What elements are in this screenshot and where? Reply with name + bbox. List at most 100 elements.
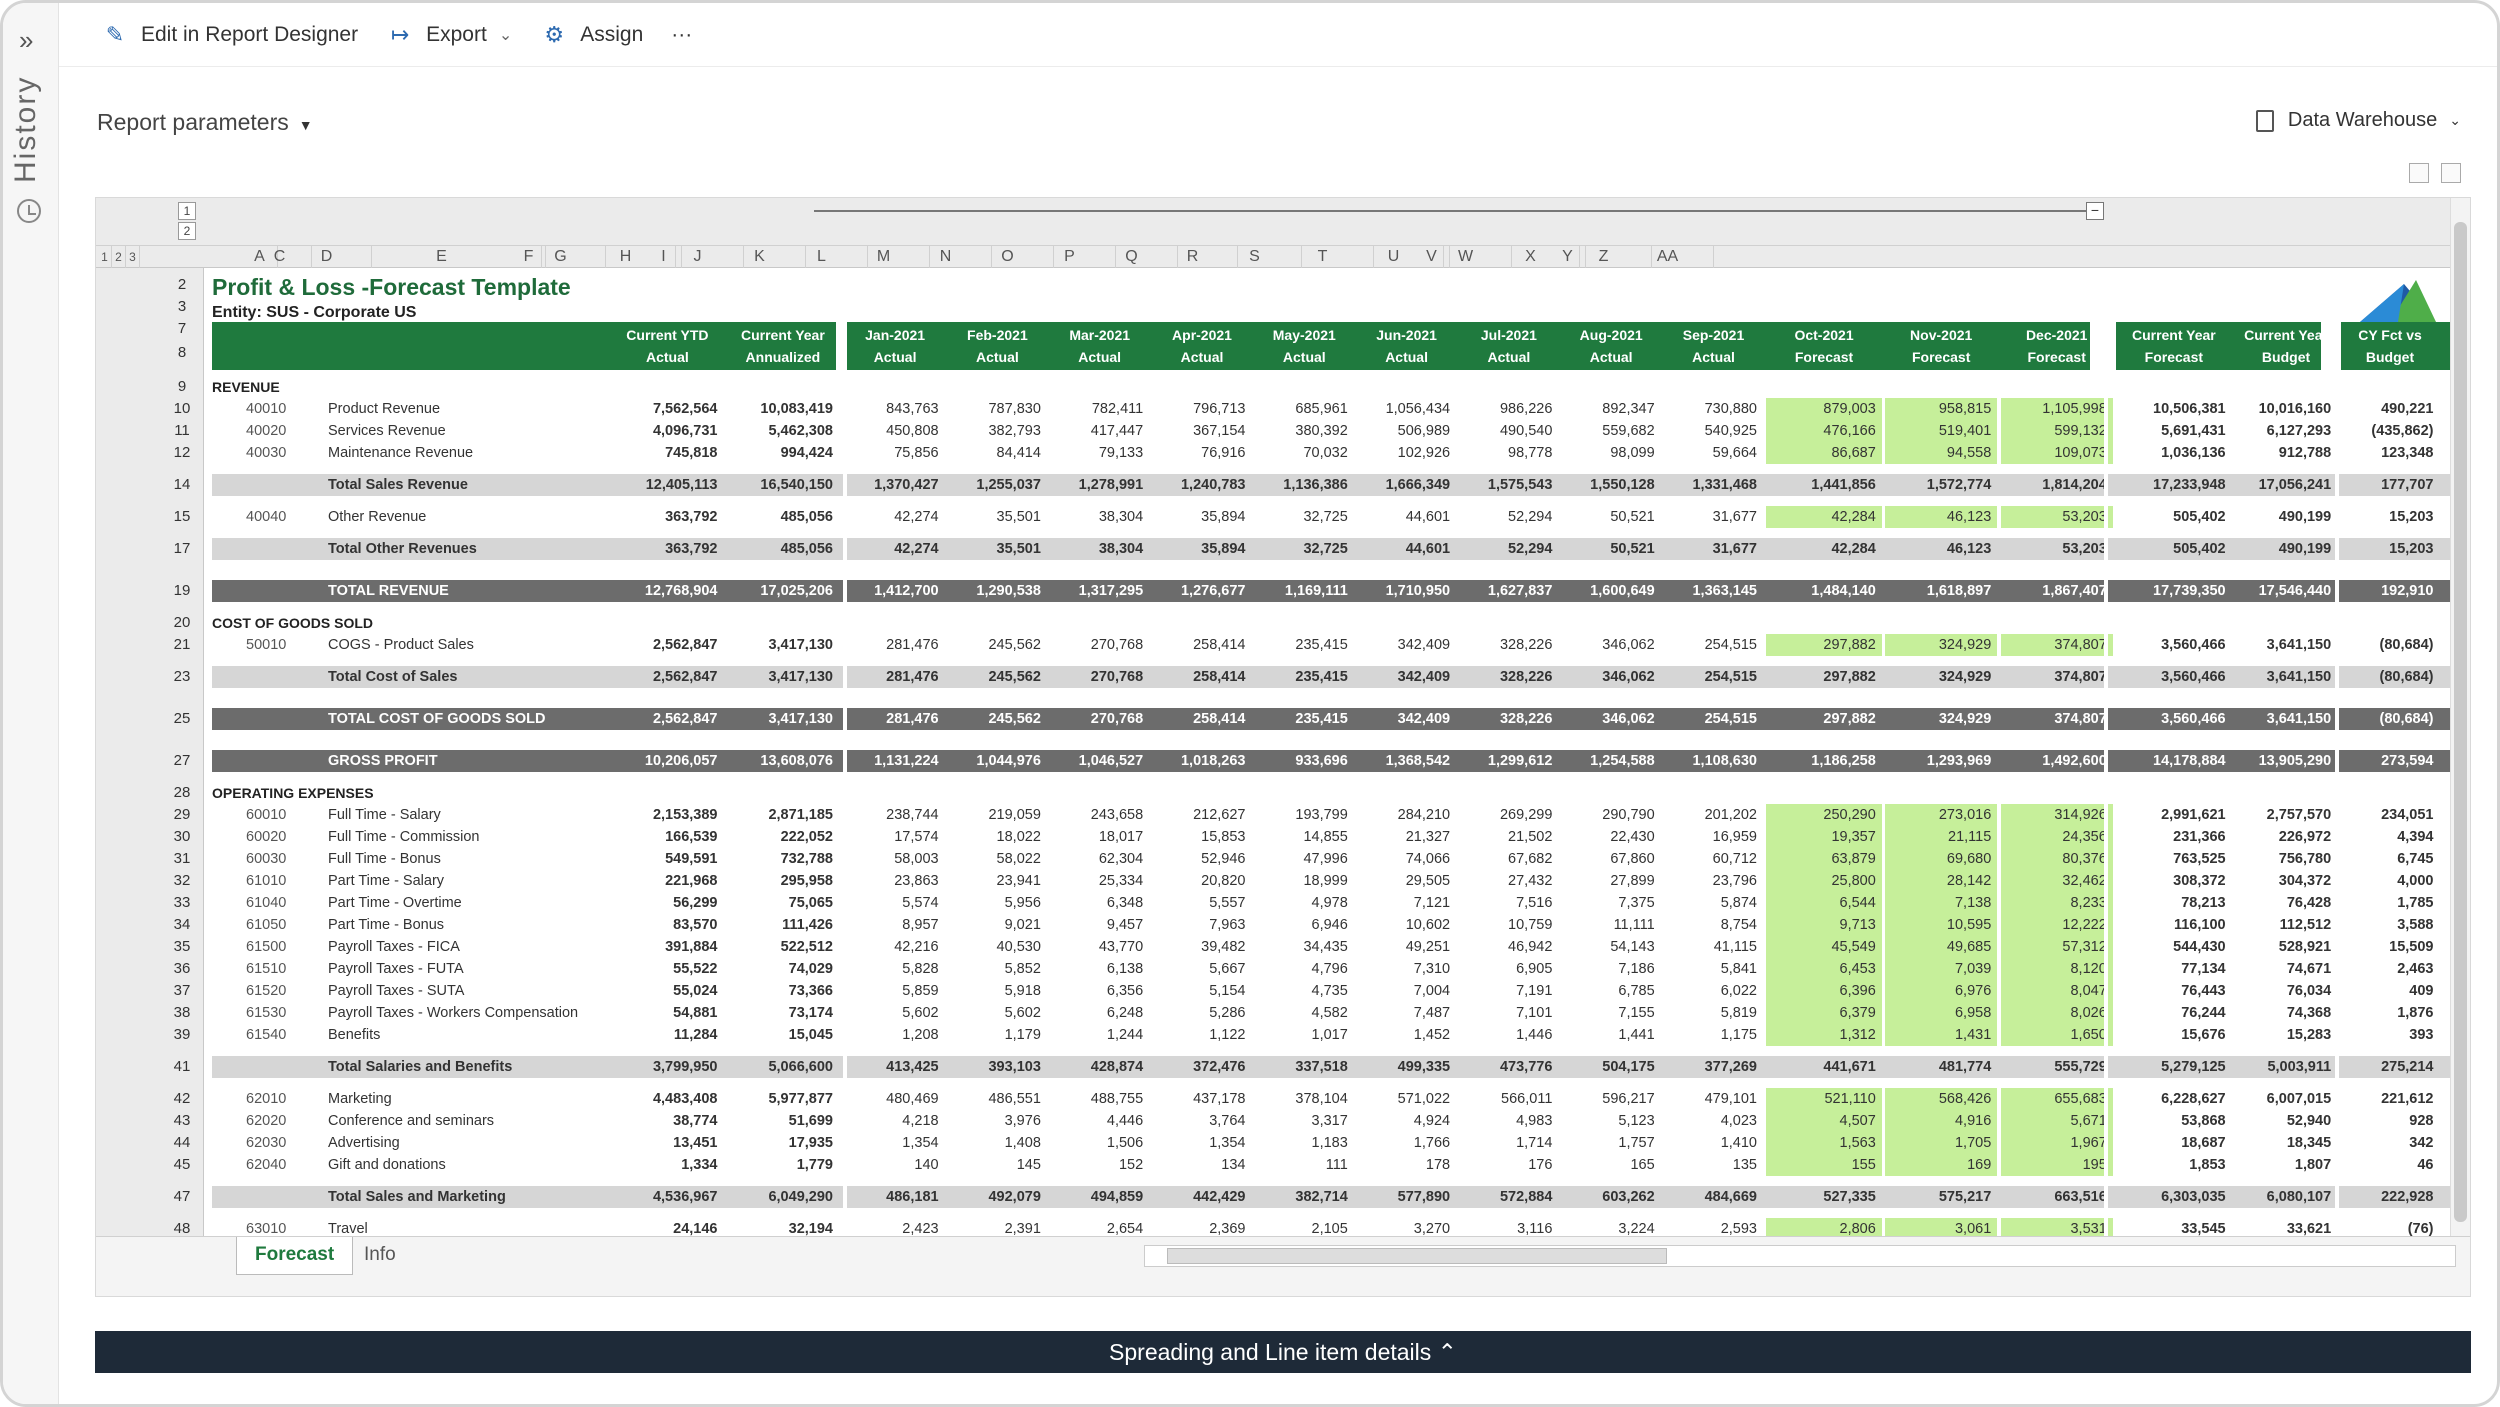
value-cell[interactable]: 75,065 [788, 895, 833, 911]
value-cell[interactable]: 3,799,950 [652, 1059, 718, 1075]
value-cell[interactable]: 484,669 [1704, 1189, 1757, 1205]
value-cell[interactable]: 55,522 [673, 961, 718, 977]
value-cell[interactable]: 730,880 [1704, 401, 1757, 417]
value-cell[interactable]: 8,120 [2000, 958, 2113, 980]
value-cell[interactable]: 15,676 [2181, 1027, 2226, 1043]
value-cell[interactable]: 77,134 [2181, 961, 2226, 977]
row-number[interactable]: 11 [174, 422, 190, 439]
value-cell[interactable]: 324,929 [1938, 711, 1992, 727]
value-cell[interactable]: 49,251 [1405, 939, 1451, 955]
value-cell[interactable]: 17,025,206 [760, 583, 833, 599]
value-cell[interactable]: 685,961 [1295, 401, 1348, 417]
value-cell[interactable]: 1,179 [1004, 1027, 1041, 1043]
value-cell[interactable]: 1,354 [1209, 1135, 1246, 1151]
value-cell[interactable]: 1,710,950 [1385, 583, 1451, 599]
value-cell[interactable]: 2,562,847 [652, 669, 718, 685]
value-cell[interactable]: 44,601 [1405, 509, 1451, 525]
line-item-details-bar[interactable]: Spreading and Line item details ⌃ [95, 1331, 2471, 1373]
value-cell[interactable]: 18,687 [2181, 1135, 2226, 1151]
value-cell[interactable]: 577,890 [1397, 1189, 1451, 1205]
value-cell[interactable]: 59,664 [1712, 445, 1757, 461]
value-cell[interactable]: 135 [1732, 1157, 1757, 1173]
value-cell[interactable]: 15,509 [2389, 939, 2434, 955]
row-number[interactable]: 17 [173, 540, 191, 557]
row-number[interactable]: 33 [173, 894, 191, 911]
table-row[interactable]: 40040 Other Revenue 363,792 485,056 42,274 35… [212, 506, 2450, 528]
row-number[interactable]: 47 [173, 1188, 191, 1205]
value-cell[interactable]: 5,574 [902, 895, 939, 911]
value-cell[interactable]: 102,926 [1397, 445, 1451, 461]
value-cell[interactable]: 24,356 [2000, 826, 2113, 848]
value-cell[interactable]: 13,905,290 [2258, 753, 2332, 769]
value-cell[interactable]: 5,956 [1004, 895, 1041, 911]
value-cell[interactable]: 7,310 [1413, 961, 1451, 977]
value-cell[interactable]: 1,714 [1516, 1135, 1553, 1151]
value-cell[interactable]: 6,080,107 [2266, 1189, 2332, 1205]
value-cell[interactable]: 145 [1016, 1157, 1041, 1173]
column-letter[interactable]: A [242, 246, 278, 268]
value-cell[interactable]: 46,942 [1508, 939, 1553, 955]
row-number[interactable]: 31 [173, 850, 191, 867]
value-cell[interactable]: 4,536,967 [652, 1189, 718, 1205]
value-cell[interactable]: 568,426 [1885, 1088, 1998, 1110]
value-cell[interactable]: 442,429 [1193, 1189, 1246, 1205]
value-cell[interactable]: 52,940 [2286, 1113, 2332, 1129]
value-cell[interactable]: 544,430 [2173, 939, 2226, 955]
value-cell[interactable]: 490,199 [2278, 541, 2332, 557]
value-cell[interactable]: 3,417,130 [768, 637, 833, 653]
outline-level-button[interactable]: 2 [178, 222, 196, 240]
tab-info[interactable]: Info [364, 1244, 396, 1265]
value-cell[interactable]: 476,166 [1766, 420, 1882, 442]
value-cell[interactable]: 275,214 [2381, 1059, 2434, 1075]
value-cell[interactable]: 46,123 [1885, 506, 1998, 528]
value-cell[interactable]: (80,684) [2379, 669, 2434, 685]
value-cell[interactable]: 1,431 [1885, 1024, 1998, 1046]
value-cell[interactable]: 540,925 [1704, 423, 1757, 439]
value-cell[interactable]: 19,357 [1766, 826, 1882, 848]
value-cell[interactable]: 3,317 [1311, 1113, 1348, 1129]
value-cell[interactable]: 363,792 [665, 541, 718, 557]
value-cell[interactable]: 342,409 [1397, 637, 1451, 653]
column-letter[interactable]: M [838, 246, 930, 268]
value-cell[interactable]: 4,096,731 [652, 423, 718, 439]
value-cell[interactable]: 2,391 [1004, 1221, 1041, 1237]
value-cell[interactable]: 74,368 [2286, 1005, 2332, 1021]
value-cell[interactable]: 46 [2417, 1157, 2434, 1173]
value-cell[interactable]: 16,540,150 [760, 477, 833, 493]
collapse-columns-button[interactable]: − [2086, 202, 2104, 220]
value-cell[interactable]: 782,411 [1091, 401, 1144, 417]
value-cell[interactable]: 994,424 [780, 445, 833, 461]
total-row[interactable]: Total Salaries and Benefits 3,799,950 5,06… [212, 1056, 2450, 1078]
row-number[interactable]: 42 [173, 1090, 191, 1107]
total-row[interactable]: Total Cost of Sales 2,562,847 3,417,130 281… [212, 666, 2450, 688]
value-cell[interactable]: 1,108,630 [1692, 753, 1757, 769]
value-cell[interactable]: 254,515 [1704, 669, 1757, 685]
value-cell[interactable]: 2,871,185 [768, 807, 833, 823]
value-cell[interactable]: 663,516 [2054, 1189, 2107, 1205]
value-cell[interactable]: 6,453 [1766, 958, 1882, 980]
value-cell[interactable]: 8,754 [1720, 917, 1757, 933]
table-row[interactable]: 40020 Services Revenue 4,096,731 5,462,308 4… [212, 420, 2450, 442]
value-cell[interactable]: 490,540 [1499, 423, 1553, 439]
value-cell[interactable]: 599,132 [2000, 420, 2113, 442]
value-cell[interactable]: 1,276,677 [1180, 583, 1246, 599]
value-cell[interactable]: 6,958 [1885, 1002, 1998, 1024]
value-cell[interactable]: 380,392 [1295, 423, 1348, 439]
value-cell[interactable]: 1,441 [1618, 1027, 1655, 1043]
value-cell[interactable]: 4,983 [1516, 1113, 1553, 1129]
value-cell[interactable]: 57,312 [2000, 936, 2113, 958]
value-cell[interactable]: 1,785 [2397, 895, 2434, 911]
value-cell[interactable]: 3,417,130 [768, 669, 833, 685]
value-cell[interactable]: 5,602 [902, 1005, 939, 1021]
value-cell[interactable]: 342,409 [1397, 669, 1451, 685]
table-row[interactable]: 63010 Travel 24,146 32,194 2,423 2,391 2,654 2,… [212, 1218, 2450, 1240]
value-cell[interactable]: 1,506 [1106, 1135, 1144, 1151]
column-letter[interactable]: J [652, 246, 744, 268]
table-row[interactable]: 61510 Payroll Taxes - FUTA 55,522 74,029 5,8… [212, 958, 2450, 980]
row-number[interactable]: 12 [173, 444, 191, 461]
column-letter[interactable]: X [1482, 246, 1580, 268]
value-cell[interactable]: 346,062 [1602, 669, 1655, 685]
value-cell[interactable]: 486,551 [988, 1091, 1041, 1107]
value-cell[interactable]: 12,222 [2000, 914, 2113, 936]
